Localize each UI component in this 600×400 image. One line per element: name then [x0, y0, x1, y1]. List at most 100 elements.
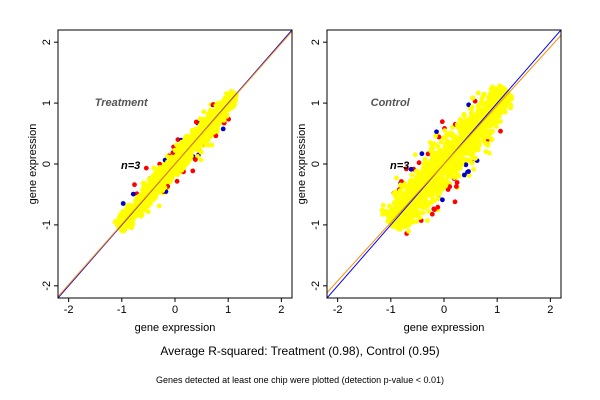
data-point — [211, 129, 217, 135]
data-point — [460, 131, 466, 137]
data-point — [198, 149, 204, 155]
data-point — [408, 166, 414, 172]
data-point — [470, 95, 476, 101]
data-point — [466, 173, 472, 178]
data-point — [417, 197, 423, 203]
data-point — [433, 182, 439, 188]
data-point — [409, 172, 415, 178]
data-point — [149, 179, 155, 185]
data-point — [429, 163, 435, 169]
data-point — [470, 147, 476, 153]
data-point — [488, 86, 494, 92]
data-point — [143, 165, 149, 171]
data-point — [485, 141, 491, 147]
data-point — [165, 154, 171, 160]
data-point — [410, 179, 416, 185]
data-point — [175, 145, 182, 151]
data-point — [494, 124, 499, 129]
data-point — [420, 174, 427, 180]
data-point — [143, 186, 149, 192]
data-point — [406, 228, 411, 234]
scatter-panel-1: -2 -1 0 1 2 -2 -1 0 1 2 gene expression gene expres… — [27, 29, 293, 334]
data-point — [416, 160, 422, 166]
data-point — [126, 220, 132, 226]
data-point — [405, 185, 411, 191]
data-point — [508, 105, 514, 111]
data-point — [178, 158, 184, 164]
data-point — [161, 167, 167, 173]
data-point — [459, 161, 465, 167]
data-point — [439, 180, 445, 186]
data-point — [409, 209, 415, 215]
data-point — [440, 166, 446, 172]
data-point — [380, 202, 386, 208]
data-point — [417, 215, 423, 221]
data-point — [167, 171, 173, 177]
data-point — [442, 128, 448, 134]
data-point — [498, 105, 504, 111]
data-point — [150, 190, 156, 196]
data-point — [476, 111, 482, 117]
data-point — [128, 224, 135, 231]
x-tick-label: -2 — [64, 304, 74, 316]
data-point — [458, 154, 464, 160]
data-point — [457, 165, 463, 171]
data-point — [391, 191, 397, 197]
data-point — [469, 138, 475, 144]
data-point — [419, 151, 425, 157]
data-point — [475, 103, 481, 109]
data-point — [419, 191, 425, 198]
data-point — [439, 161, 445, 168]
x-tick-label: -2 — [333, 304, 343, 316]
y-tick-label: 1 — [310, 100, 322, 106]
data-point — [453, 152, 459, 159]
data-point — [435, 144, 441, 149]
data-point — [205, 136, 211, 143]
y-axis-label: gene expression — [27, 124, 39, 205]
data-point — [197, 116, 203, 122]
data-point — [160, 182, 167, 188]
data-point — [475, 90, 481, 96]
data-point — [399, 199, 405, 205]
data-point — [431, 157, 437, 163]
y-tick-label: -1 — [310, 220, 322, 230]
data-point — [429, 190, 435, 196]
group-annotation: Control — [371, 97, 411, 109]
data-point — [138, 194, 144, 200]
data-point — [436, 154, 443, 160]
data-point — [198, 120, 205, 127]
data-point — [190, 168, 196, 174]
y-tick-label: 0 — [310, 161, 322, 167]
data-point — [493, 89, 500, 95]
data-point — [471, 114, 477, 120]
data-point — [185, 152, 191, 158]
fit-line — [327, 35, 561, 293]
data-point — [180, 150, 186, 156]
data-point — [417, 210, 423, 216]
data-point — [469, 160, 475, 166]
data-point — [156, 203, 162, 209]
data-point — [465, 123, 471, 129]
data-point — [431, 197, 437, 203]
detection-footnote: Genes detected at least one chip were pl… — [156, 375, 444, 385]
data-point — [193, 157, 198, 163]
data-point — [452, 199, 458, 205]
data-point — [498, 128, 503, 134]
data-point — [389, 211, 395, 217]
data-point — [172, 171, 178, 177]
x-tick-label: 1 — [494, 304, 500, 316]
data-point — [461, 172, 467, 178]
data-point — [468, 106, 475, 112]
data-point — [220, 126, 226, 132]
data-point — [454, 184, 459, 189]
data-point — [396, 223, 402, 229]
data-point — [451, 145, 457, 151]
data-point — [445, 167, 451, 173]
data-point — [503, 87, 508, 92]
data-point — [454, 180, 460, 185]
data-point — [175, 152, 181, 158]
y-tick-label: -2 — [310, 281, 322, 291]
data-point — [486, 150, 492, 156]
data-point — [434, 129, 439, 135]
data-point — [182, 162, 188, 168]
